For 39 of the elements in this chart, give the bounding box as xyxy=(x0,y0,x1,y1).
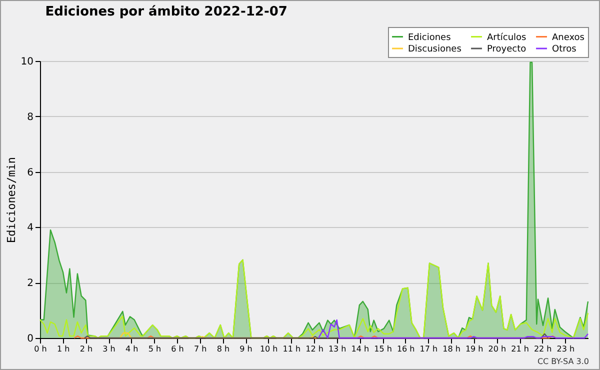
x-tick-label: 16 h xyxy=(396,344,415,354)
legend-label: Discusiones xyxy=(408,44,462,54)
x-tick-label: 18 h xyxy=(442,344,460,354)
y-tick-label: 10 xyxy=(20,56,34,68)
x-tick-label: 1 h xyxy=(56,344,70,354)
x-tick-label: 14 h xyxy=(351,344,370,354)
y-tick-label: 4 xyxy=(27,222,34,234)
x-tick-label: 4 h xyxy=(125,344,138,354)
x-tick-label: 6 h xyxy=(171,344,184,354)
x-tick-label: 7 h xyxy=(194,344,207,354)
y-tick-label: 0 xyxy=(27,334,34,344)
x-tick-label: 19 h xyxy=(465,344,484,354)
x-tick-label: 20 h xyxy=(488,344,506,354)
x-tick-label: 13 h xyxy=(328,344,346,354)
x-tick-label: 10 h xyxy=(260,344,278,354)
y-tick-label: 2 xyxy=(27,278,34,290)
chart-title: Ediciones por ámbito 2022-12-07 xyxy=(45,4,288,20)
y-axis-title: Ediciones/min xyxy=(4,156,18,244)
text: CC BY-SA 3.0 xyxy=(537,357,589,366)
x-tick-label: 15 h xyxy=(374,344,392,354)
x-tick-label: 3 h xyxy=(102,344,116,354)
legend-label: Proyecto xyxy=(487,44,527,54)
x-tick-label: 2 h xyxy=(80,344,93,354)
legend-label: Anexos xyxy=(552,32,585,43)
x-tick-label: 11 h xyxy=(282,344,301,354)
x-tick-label: 22 h xyxy=(534,344,552,354)
x-tick-label: 17 h xyxy=(420,344,438,354)
x-tick-label: 5 h xyxy=(148,344,162,354)
x-tick-label: 8 h xyxy=(216,344,230,354)
y-tick-label: 8 xyxy=(27,112,34,123)
legend-label: Otros xyxy=(552,44,577,54)
x-tick-label: 21 h xyxy=(511,344,529,354)
x-tick-label: 12 h xyxy=(306,344,324,354)
y-tick-label: 6 xyxy=(27,167,34,178)
legend-label: Ediciones xyxy=(408,32,452,43)
legend-label: Artículos xyxy=(487,32,527,43)
x-tick-label: 9 h xyxy=(240,344,252,354)
x-tick-label: 23 h xyxy=(556,344,575,354)
x-tick-label: 0 h xyxy=(34,344,47,354)
